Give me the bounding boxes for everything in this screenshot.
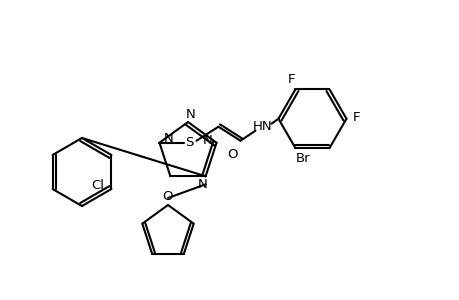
Text: S: S [185,136,193,149]
Text: Br: Br [296,152,310,165]
Text: F: F [287,73,295,86]
Text: N: N [197,178,207,191]
Text: HN: HN [252,120,272,133]
Text: N: N [163,132,173,145]
Text: O: O [162,190,173,203]
Text: O: O [227,148,237,161]
Text: N: N [202,134,212,147]
Text: F: F [352,111,359,124]
Text: N: N [186,107,196,121]
Text: Cl: Cl [91,178,104,191]
